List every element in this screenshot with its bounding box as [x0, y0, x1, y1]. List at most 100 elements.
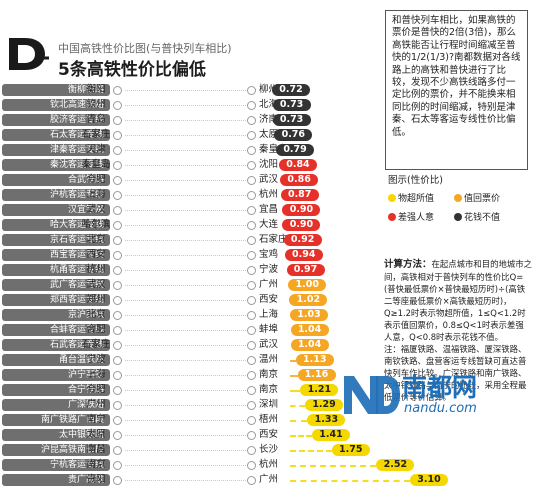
destination-city: 南京: [259, 369, 279, 380]
route-name: 杭甬客运专线: [2, 264, 110, 276]
destination-dot: [247, 445, 256, 455]
route-name: 衡柳铁路: [2, 84, 110, 96]
origin-city: 上海: [86, 369, 106, 380]
d-logo-icon: [9, 38, 49, 70]
destination-city: 宜昌: [259, 204, 279, 215]
origin-city: 郑州: [86, 294, 106, 305]
route-name: 郑西客运专线: [2, 294, 110, 306]
origin-city: 天津: [86, 144, 106, 155]
origin-dot: [113, 445, 122, 455]
origin-dot: [113, 250, 122, 260]
route-guide-line: [125, 390, 246, 391]
destination-city: 梧州: [259, 414, 279, 425]
route-guide-line: [125, 150, 246, 151]
value-badge: 2.52: [376, 459, 415, 471]
origin-city: 青岛: [86, 114, 106, 125]
value-badge: 1.75: [331, 444, 370, 456]
destination-city: 宝鸡: [259, 249, 279, 260]
route-name: 南广铁路广西段: [2, 414, 110, 426]
destination-dot: [247, 370, 256, 380]
destination-city: 深圳: [259, 399, 279, 410]
calc-note: 注：福厦铁路、温福铁路、厦深铁路、南钦铁路、盘营客运专线暂缺可直达普快列车作比较…: [384, 344, 527, 402]
value-badge: 0.76: [274, 129, 313, 141]
destination-city: 武汉: [259, 339, 279, 350]
origin-dot: [113, 460, 122, 470]
destination-dot: [247, 415, 256, 425]
destination-city: 宁波: [259, 264, 279, 275]
route-guide-line: [125, 195, 246, 196]
value-badge: 0.94: [284, 249, 323, 261]
route-name: 胶济客运专线: [2, 114, 110, 126]
value-leader: [290, 465, 377, 467]
value-badge: 1.04: [290, 339, 329, 351]
destination-dot: [247, 400, 256, 410]
value-leader: [290, 405, 306, 407]
route-guide-line: [125, 465, 246, 466]
route-name: 广深铁路: [2, 399, 110, 411]
intro-note-text: 和普快列车相比，如果高铁的票价是普快的2倍(3倍)，那么高铁能否让行程时间缩减至…: [392, 15, 521, 138]
route-name: 哈大客运专线: [2, 219, 110, 231]
route-name: 沪宁高铁: [2, 369, 110, 381]
destination-dot: [247, 280, 256, 290]
origin-dot: [113, 235, 122, 245]
route-guide-line: [125, 135, 246, 136]
value-badge: 0.87: [280, 189, 319, 201]
destination-dot: [247, 145, 256, 155]
value-badge: 0.86: [280, 174, 319, 186]
watermark-url: nandu.com: [404, 401, 477, 416]
destination-city: 温州: [259, 354, 279, 365]
destination-city: 长沙: [259, 444, 279, 455]
route-guide-line: [125, 225, 246, 226]
route-name: 贵广高铁: [2, 474, 110, 486]
origin-dot: [113, 160, 122, 170]
origin-city: 太原: [86, 429, 106, 440]
route-name: 沪杭客运专线: [2, 189, 110, 201]
destination-city: 西安: [259, 429, 279, 440]
destination-dot: [247, 100, 256, 110]
origin-dot: [113, 325, 122, 335]
value-badge: 0.90: [282, 204, 321, 216]
route-name: 武广客运专线: [2, 279, 110, 291]
destination-dot: [247, 220, 256, 230]
destination-city: 沈阳: [259, 159, 279, 170]
destination-dot: [247, 85, 256, 95]
nd-logo-icon: [344, 376, 400, 414]
value-badge: 0.79: [276, 144, 315, 156]
value-badge: 1.29: [305, 399, 344, 411]
route-name: 太中银铁路: [2, 429, 110, 441]
route-guide-line: [125, 360, 246, 361]
value-badge: 1.00: [288, 279, 327, 291]
origin-city: 西安: [86, 249, 106, 260]
destination-city: 西安: [259, 294, 279, 305]
nandu-watermark: 南都网 nandu.com: [340, 372, 510, 418]
origin-dot: [113, 355, 122, 365]
origin-city: 贵阳: [86, 474, 106, 485]
destination-dot: [247, 295, 256, 305]
route-guide-line: [125, 105, 246, 106]
watermark-brand: 南都网: [402, 373, 478, 402]
origin-city: 南京: [86, 459, 106, 470]
origin-dot: [113, 205, 122, 215]
legend-swatch-icon: [454, 194, 462, 202]
route-name: 宁杭客运专线: [2, 459, 110, 471]
value-badge: 3.10: [410, 474, 449, 486]
origin-city: 杭州: [86, 264, 106, 275]
value-badge: 0.92: [283, 234, 322, 246]
legend-swatch-icon: [454, 213, 462, 221]
value-leader: [290, 360, 296, 362]
value-badge: 0.73: [272, 99, 311, 111]
value-badge: 0.90: [282, 219, 321, 231]
route-guide-line: [125, 165, 246, 166]
origin-dot: [113, 310, 122, 320]
destination-dot: [247, 175, 256, 185]
destination-dot: [247, 355, 256, 365]
legend-label: 差强人意: [398, 213, 435, 223]
destination-dot: [247, 430, 256, 440]
value-badge: 0.73: [272, 114, 311, 126]
route-name: 合宁铁路: [2, 384, 110, 396]
origin-city: 南昌: [86, 444, 106, 455]
origin-city: 合肥: [86, 324, 106, 335]
value-badge: 1.41: [312, 429, 351, 441]
origin-dot: [113, 175, 122, 185]
origin-dot: [113, 295, 122, 305]
